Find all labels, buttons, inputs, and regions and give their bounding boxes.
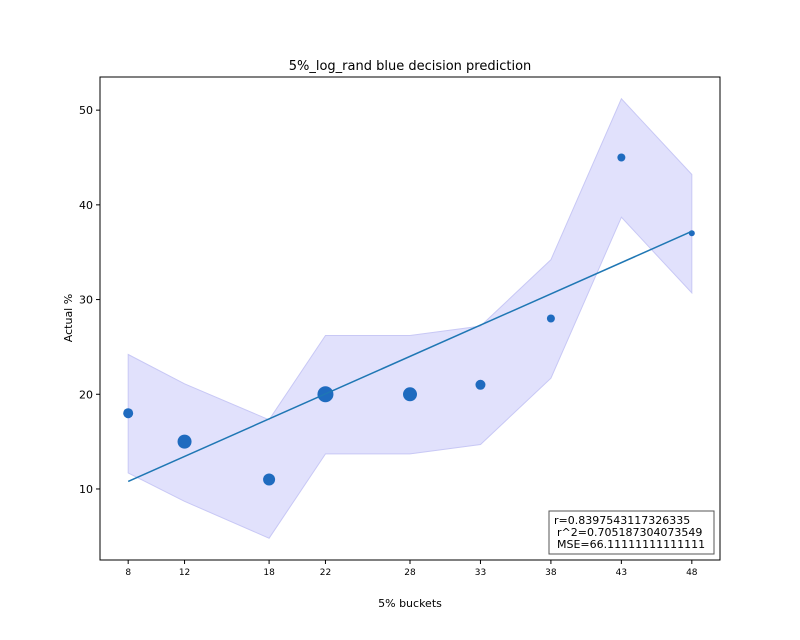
x-axis-label: 5% buckets [378,597,442,610]
y-tick-label-2: 30 [79,294,93,307]
x-tick-label-1: 12 [179,568,190,578]
regression-line [127,230,693,483]
x-ticks: 8 12 18 22 28 33 38 43 48 [125,560,698,578]
y-axis-label: Actual % [62,294,75,342]
x-tick-label-2: 18 [263,568,275,578]
y-ticks: 10 20 30 40 50 [79,104,100,496]
data-point-7 [617,153,626,162]
x-tick-label-5: 33 [475,568,486,578]
stats-box: r=0.8397543117326335 r^2=0.7051873040735… [548,510,715,555]
stats-box-frame [548,510,715,555]
data-point-1 [177,434,192,449]
chart-title: 5%_log_rand blue decision prediction [289,59,532,74]
stats-mse: MSE=66.11111111111111 [557,538,705,551]
data-point-2 [263,473,276,486]
data-point-0 [123,408,134,419]
y-tick-label-1: 20 [79,388,93,401]
y-tick-label-3: 40 [79,199,93,212]
y-tick-label-0: 10 [79,483,93,496]
data-point-5 [475,379,486,390]
stats-r2: r^2=0.705187304073549 [557,526,702,539]
x-tick-label-4: 28 [404,568,416,578]
x-tick-label-3: 22 [320,568,331,578]
x-tick-label-7: 43 [616,568,627,578]
y-tick-label-4: 50 [79,104,93,117]
x-tick-label-6: 38 [545,568,557,578]
data-point-4 [403,387,417,402]
confidence-band [127,97,693,539]
data-point-6 [546,314,555,323]
stats-r: r=0.8397543117326335 [554,514,690,527]
plot-area: 8 12 18 22 28 33 38 43 48 10 20 30 40 50 [79,76,721,578]
x-tick-label-0: 8 [125,568,131,578]
data-point-8 [688,230,695,237]
x-tick-label-8: 48 [686,568,698,578]
